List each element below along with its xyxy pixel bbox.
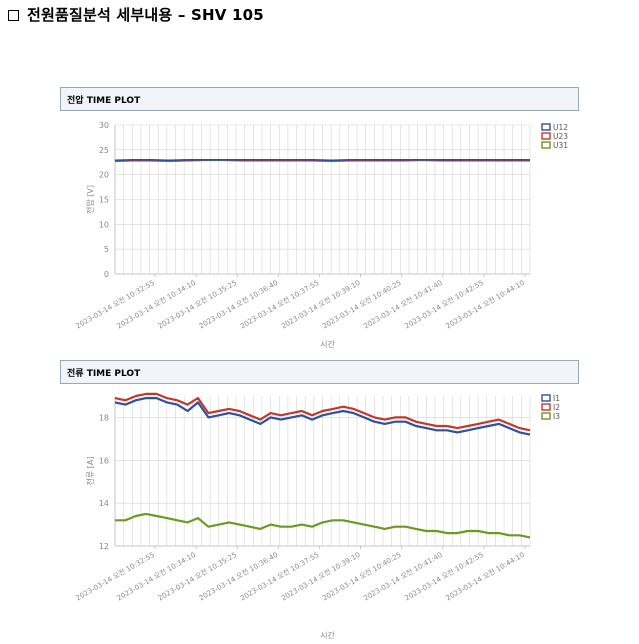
page-title: 전원품질분석 세부내용 – SHV 105 bbox=[8, 4, 264, 25]
current-x-tick-label: 2023-03-14 오전 10:39:10 bbox=[280, 550, 362, 603]
voltage-legend-label-u12: U12 bbox=[553, 123, 568, 132]
current-chart-title: 전류 TIME PLOT bbox=[67, 369, 141, 379]
current-legend-label-i2: I2 bbox=[553, 403, 560, 412]
voltage-x-tick-label: 2023-03-14 오전 10:36:40 bbox=[197, 278, 279, 331]
voltage-x-axis-label: 시간 bbox=[320, 339, 335, 349]
voltage-chart-title: 전압 TIME PLOT bbox=[67, 96, 141, 106]
current-series-i2 bbox=[114, 392, 531, 432]
voltage-x-tick-label: 2023-03-14 오전 10:42:55 bbox=[403, 278, 485, 331]
current-x-tick-label: 2023-03-14 오전 10:34:10 bbox=[115, 550, 197, 603]
current-series-i1 bbox=[114, 397, 531, 436]
voltage-y-tick-label: 10 bbox=[99, 220, 109, 229]
current-x-tick-label: 2023-03-14 오전 10:37:55 bbox=[238, 550, 320, 603]
current-chart-header: 전류 TIME PLOT bbox=[60, 360, 579, 384]
current-x-tick-label: 2023-03-14 오전 10:35:25 bbox=[156, 550, 238, 603]
current-y-tick-label: 12 bbox=[99, 542, 109, 551]
voltage-y-tick-label: 20 bbox=[99, 171, 109, 180]
current-y-tick-label: 14 bbox=[99, 499, 109, 508]
voltage-legend-label-u23: U23 bbox=[553, 132, 568, 141]
voltage-x-tick-label: 2023-03-14 오전 10:41:40 bbox=[362, 278, 444, 331]
current-x-tick-label: 2023-03-14 오전 10:40:25 bbox=[321, 550, 403, 603]
current-legend-swatch-i3 bbox=[541, 412, 551, 420]
voltage-y-tick-label: 25 bbox=[99, 146, 109, 155]
current-y-tick-label: 18 bbox=[99, 413, 109, 422]
voltage-chart: 0 5 10 15 20 25 30 전압 [V] 2023-03-14 오전 10:32:55… bbox=[74, 121, 568, 349]
current-x-axis-label: 시간 bbox=[320, 630, 335, 640]
page-title-text: 전원품질분석 세부내용 – SHV 105 bbox=[27, 6, 264, 24]
voltage-x-tick-label: 2023-03-14 오전 10:39:10 bbox=[280, 278, 362, 331]
voltage-x-tick-label: 2023-03-14 오전 10:40:25 bbox=[321, 278, 403, 331]
voltage-y-tick-label: 5 bbox=[104, 245, 109, 254]
current-legend-label-i3: I3 bbox=[553, 412, 560, 421]
voltage-x-tick-label: 2023-03-14 오전 10:44:10 bbox=[444, 278, 526, 331]
current-x-tick-label: 2023-03-14 오전 10:41:40 bbox=[362, 550, 444, 603]
current-x-tick-label: 2023-03-14 오전 10:32:55 bbox=[74, 550, 156, 603]
voltage-legend-swatch-u12 bbox=[541, 123, 551, 131]
voltage-chart-panel: 전압 TIME PLOT 0 5 10 15 20 25 30 전압 [V] 2023-03-1… bbox=[60, 87, 580, 355]
current-x-tick-label: 2023-03-14 오전 10:42:55 bbox=[403, 550, 485, 603]
voltage-chart-header: 전압 TIME PLOT bbox=[60, 87, 579, 111]
voltage-x-tick-label: 2023-03-14 오전 10:35:25 bbox=[156, 278, 238, 331]
voltage-y-tick-label: 0 bbox=[104, 270, 109, 279]
voltage-x-tick-label: 2023-03-14 오전 10:32:55 bbox=[74, 278, 156, 331]
current-series-i3 bbox=[115, 512, 531, 539]
voltage-grid bbox=[114, 124, 531, 275]
voltage-legend-label-u31: U31 bbox=[553, 141, 568, 150]
current-legend-label-i1: I1 bbox=[553, 394, 560, 403]
voltage-legend-swatch-u31 bbox=[541, 141, 551, 149]
voltage-y-tick-label: 15 bbox=[99, 196, 109, 205]
voltage-x-tick-label: 2023-03-14 오전 10:34:10 bbox=[115, 278, 197, 331]
current-y-tick-label: 16 bbox=[99, 456, 109, 465]
voltage-y-tick-label: 30 bbox=[99, 121, 109, 130]
voltage-x-tick-label: 2023-03-14 오전 10:37:55 bbox=[238, 278, 320, 331]
checkbox-square-icon bbox=[8, 10, 19, 21]
voltage-y-axis-label: 전압 [V] bbox=[85, 185, 95, 214]
current-legend-swatch-i2 bbox=[541, 403, 551, 411]
voltage-legend-swatch-u23 bbox=[541, 132, 551, 140]
current-y-axis-label: 전류 [A] bbox=[85, 457, 95, 486]
current-x-tick-label: 2023-03-14 오전 10:36:40 bbox=[197, 550, 279, 603]
current-x-tick-label: 2023-03-14 오전 10:44:10 bbox=[444, 550, 526, 603]
voltage-series-u12 bbox=[114, 158, 530, 162]
current-chart-panel: 전류 TIME PLOT 12 14 16 18 전류 [A] 2023-03-14 오전… bbox=[60, 360, 580, 644]
current-legend-swatch-i1 bbox=[541, 394, 551, 402]
